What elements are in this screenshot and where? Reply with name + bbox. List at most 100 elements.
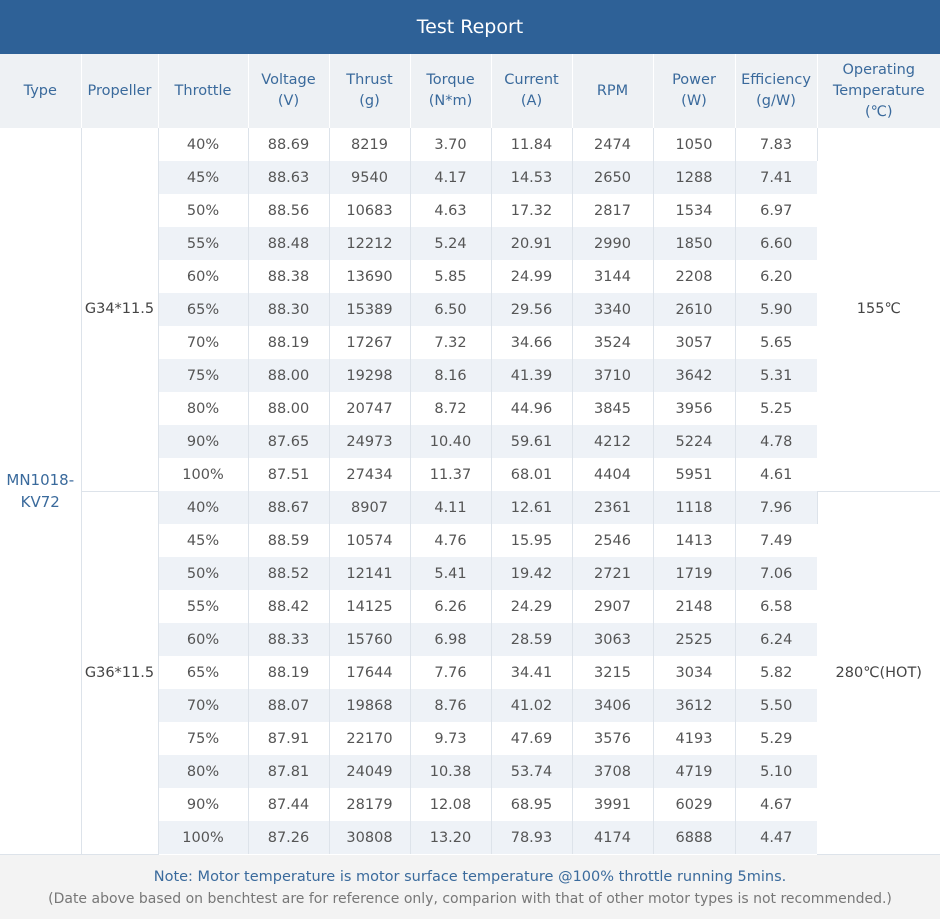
table-row: 90% 87.44 28179 12.08 68.95 3991 6029 4.67 bbox=[0, 788, 940, 821]
current-cell: 24.29 bbox=[491, 590, 573, 623]
header-efficiency-label: Efficiency bbox=[741, 72, 811, 88]
table-row: 55% 88.48 12212 5.24 20.91 2990 1850 6.60 bbox=[0, 227, 940, 260]
thrust-cell: 8907 bbox=[329, 491, 411, 524]
thrust-cell: 8219 bbox=[329, 128, 411, 161]
thrust-cell: 22170 bbox=[329, 722, 411, 755]
table-row: 90% 87.65 24973 10.40 59.61 4212 5224 4.78 bbox=[0, 425, 940, 458]
table-row: 70% 88.07 19868 8.76 41.02 3406 3612 5.50 bbox=[0, 689, 940, 722]
throttle-cell: 70% bbox=[158, 689, 249, 722]
power-cell: 1850 bbox=[653, 227, 736, 260]
current-cell: 14.53 bbox=[491, 161, 573, 194]
torque-cell: 4.63 bbox=[410, 194, 492, 227]
rpm-cell: 2907 bbox=[572, 590, 654, 623]
voltage-cell: 88.67 bbox=[248, 491, 330, 524]
header-thrust: Thrust (g) bbox=[329, 54, 411, 128]
throttle-cell: 45% bbox=[158, 161, 249, 194]
rpm-cell: 2546 bbox=[572, 524, 654, 557]
type-label-line: MN1018- bbox=[6, 470, 75, 489]
header-rpm: RPM bbox=[572, 54, 654, 128]
thrust-cell: 24973 bbox=[329, 425, 411, 458]
thrust-cell: 20747 bbox=[329, 392, 411, 425]
propeller-cell: G34*11.5 bbox=[81, 128, 159, 492]
torque-cell: 5.85 bbox=[410, 260, 492, 293]
voltage-cell: 88.52 bbox=[248, 557, 330, 590]
power-cell: 5951 bbox=[653, 458, 736, 491]
efficiency-cell: 6.58 bbox=[735, 590, 817, 623]
throttle-cell: 60% bbox=[158, 623, 249, 656]
thrust-cell: 19298 bbox=[329, 359, 411, 392]
thrust-cell: 19868 bbox=[329, 689, 411, 722]
report-title: Test Report bbox=[0, 0, 940, 54]
voltage-cell: 88.56 bbox=[248, 194, 330, 227]
rpm-cell: 3063 bbox=[572, 623, 654, 656]
power-cell: 2525 bbox=[653, 623, 736, 656]
table-row: 55% 88.42 14125 6.26 24.29 2907 2148 6.58 bbox=[0, 590, 940, 623]
header-row: Type Propeller Throttle Voltage (V) Thrus… bbox=[0, 54, 940, 128]
header-power-label: Power bbox=[672, 72, 716, 88]
torque-cell: 6.98 bbox=[410, 623, 492, 656]
thrust-cell: 24049 bbox=[329, 755, 411, 788]
throttle-cell: 45% bbox=[158, 524, 249, 557]
header-temperature: Operating Temperature (℃) bbox=[817, 54, 940, 128]
voltage-cell: 87.51 bbox=[248, 458, 330, 491]
current-cell: 28.59 bbox=[491, 623, 573, 656]
throttle-cell: 90% bbox=[158, 425, 249, 458]
table-body: MN1018- KV72 G34*11.5 40% 88.69 8219 3.70 11.84… bbox=[0, 128, 940, 855]
rpm-cell: 3406 bbox=[572, 689, 654, 722]
torque-cell: 4.17 bbox=[410, 161, 492, 194]
voltage-cell: 87.81 bbox=[248, 755, 330, 788]
voltage-cell: 88.38 bbox=[248, 260, 330, 293]
table-row: G36*11.5 40% 88.67 8907 4.11 12.61 2361 1118 7.9… bbox=[0, 491, 940, 855]
rpm-cell: 3708 bbox=[572, 755, 654, 788]
torque-cell: 3.70 bbox=[410, 128, 492, 161]
throttle-cell: 55% bbox=[158, 227, 249, 260]
current-cell: 34.41 bbox=[491, 656, 573, 689]
efficiency-cell: 6.24 bbox=[735, 623, 817, 656]
efficiency-cell: 5.31 bbox=[735, 359, 817, 392]
table-row: 65% 88.19 17644 7.76 34.41 3215 3034 5.82 bbox=[0, 656, 940, 689]
rpm-cell: 3340 bbox=[572, 293, 654, 326]
thrust-cell: 13690 bbox=[329, 260, 411, 293]
footnote-line1: Note: Motor temperature is motor surface… bbox=[153, 868, 787, 885]
torque-cell: 8.16 bbox=[410, 359, 492, 392]
efficiency-cell: 7.83 bbox=[735, 128, 818, 161]
current-cell: 68.01 bbox=[491, 458, 573, 491]
efficiency-cell: 7.41 bbox=[735, 161, 817, 194]
thrust-cell: 9540 bbox=[329, 161, 411, 194]
power-cell: 1534 bbox=[653, 194, 736, 227]
current-cell: 44.96 bbox=[491, 392, 573, 425]
current-cell: 41.02 bbox=[491, 689, 573, 722]
table-row: 100% 87.51 27434 11.37 68.01 4404 5951 4.61 bbox=[0, 458, 940, 491]
efficiency-cell: 5.90 bbox=[735, 293, 817, 326]
power-cell: 5224 bbox=[653, 425, 736, 458]
rpm-cell: 3845 bbox=[572, 392, 654, 425]
header-efficiency: Efficiency (g/W) bbox=[735, 54, 818, 128]
thrust-cell: 12141 bbox=[329, 557, 411, 590]
efficiency-cell: 7.96 bbox=[735, 491, 818, 524]
table-row: 75% 87.91 22170 9.73 47.69 3576 4193 5.29 bbox=[0, 722, 940, 755]
efficiency-cell: 5.29 bbox=[735, 722, 817, 755]
voltage-cell: 87.91 bbox=[248, 722, 330, 755]
propeller-cell: G36*11.5 bbox=[81, 491, 159, 855]
throttle-cell: 65% bbox=[158, 656, 249, 689]
throttle-cell: 90% bbox=[158, 788, 249, 821]
current-cell: 41.39 bbox=[491, 359, 573, 392]
header-power: Power (W) bbox=[653, 54, 736, 128]
power-cell: 2610 bbox=[653, 293, 736, 326]
torque-cell: 6.26 bbox=[410, 590, 492, 623]
power-cell: 3642 bbox=[653, 359, 736, 392]
efficiency-cell: 7.49 bbox=[735, 524, 817, 557]
rpm-cell: 3524 bbox=[572, 326, 654, 359]
voltage-cell: 87.26 bbox=[248, 821, 330, 854]
torque-cell: 11.37 bbox=[410, 458, 492, 491]
throttle-cell: 100% bbox=[158, 458, 249, 491]
voltage-cell: 88.19 bbox=[248, 326, 330, 359]
voltage-cell: 88.07 bbox=[248, 689, 330, 722]
power-cell: 1050 bbox=[653, 128, 736, 161]
current-cell: 15.95 bbox=[491, 524, 573, 557]
table-row: MN1018- KV72 G34*11.5 40% 88.69 8219 3.70 11.84… bbox=[0, 128, 940, 855]
efficiency-cell: 4.67 bbox=[735, 788, 817, 821]
voltage-cell: 88.59 bbox=[248, 524, 330, 557]
table-row: 80% 88.00 20747 8.72 44.96 3845 3956 5.25 bbox=[0, 392, 940, 425]
torque-cell: 4.76 bbox=[410, 524, 492, 557]
